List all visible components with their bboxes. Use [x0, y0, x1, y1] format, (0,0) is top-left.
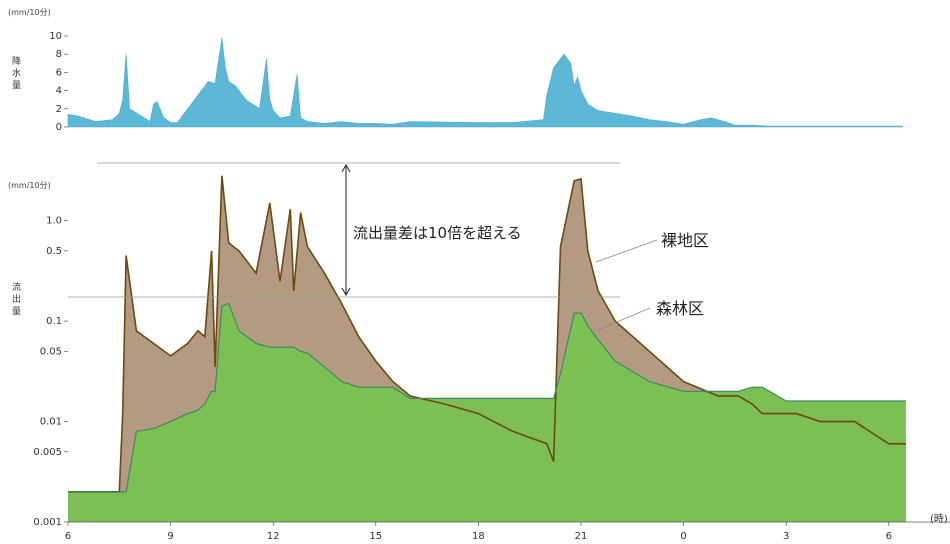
runoff-y-tick-label: 0.001 [33, 517, 62, 528]
x-tick-label: 6 [65, 531, 71, 542]
time-x-axis: 6 9 12 15 18 21 0 3 6 [65, 521, 950, 542]
rainfall-area [67, 37, 903, 128]
x-tick-label: 18 [472, 531, 485, 542]
difference-arrow-head-top [341, 163, 351, 173]
rain-ylabel-char-1: 降 [12, 55, 21, 67]
x-tick-label: 21 [575, 531, 588, 542]
runoff-y-tick-label: 0.5 [46, 246, 62, 257]
rain-y-axis: 0 2 4 6 8 10 [49, 31, 68, 133]
difference-label: 流出量差は10倍を超える [353, 224, 522, 242]
forest-plot-area [68, 303, 906, 522]
runoff-unit-label: (mm/10分) [8, 181, 51, 190]
bare-plot-line [68, 175, 906, 493]
difference-arrow-head-bottom [341, 287, 351, 297]
x-tick-label: 15 [369, 531, 382, 542]
x-tick-label: 6 [886, 531, 892, 542]
runoff-ylabel-char-1: 流 [12, 281, 21, 293]
runoff-y-tick-label: 0.1 [46, 316, 62, 327]
forest-plot-line [68, 302, 906, 493]
x-tick-label: 0 [680, 531, 686, 542]
x-tick-label: 9 [167, 531, 173, 542]
rain-ylabel-char-3: 量 [12, 80, 21, 91]
x-tick-label: 12 [267, 531, 280, 542]
bare-plot-label: 裸地区 [661, 231, 709, 250]
rain-y-tick-label: 0 [56, 122, 62, 133]
rain-y-tick-label: 2 [56, 104, 62, 115]
runoff-ylabel-char-3: 量 [12, 306, 21, 317]
runoff-y-tick-label: 0.01 [40, 417, 62, 428]
forest-label-leader [597, 307, 651, 331]
runoff-y-axis: 0.001 0.005 0.01 0.05 0.1 0.5 1.0 [33, 216, 68, 528]
x-axis-unit: (時) [930, 513, 948, 525]
runoff-panel: (mm/10分) 流 出 量 0.001 0.005 0.01 0.05 0.1 0.5 1… [8, 162, 950, 542]
rain-y-tick-label: 6 [56, 67, 62, 78]
rain-ylabel-char-2: 水 [12, 67, 21, 79]
runoff-ylabel-char-2: 出 [12, 293, 21, 305]
rain-y-tick-label: 4 [56, 86, 62, 97]
rain-unit-label: (mm/10分) [8, 8, 51, 17]
x-tick-label: 3 [783, 531, 789, 542]
forest-plot-label: 森林区 [656, 299, 704, 318]
runoff-y-tick-label: 1.0 [46, 216, 62, 227]
rain-y-tick-label: 10 [49, 31, 62, 42]
rain-y-tick-label: 8 [56, 49, 62, 60]
rainfall-panel: (mm/10分) 降 水 量 0 2 4 6 8 10 [8, 8, 903, 133]
difference-annotation: 流出量差は10倍を超える [68, 162, 620, 298]
runoff-y-tick-label: 0.005 [33, 447, 62, 458]
series-labels: 裸地区 森林区 [595, 231, 709, 331]
runoff-y-tick-label: 0.05 [40, 346, 62, 357]
bare-label-leader [595, 239, 658, 263]
